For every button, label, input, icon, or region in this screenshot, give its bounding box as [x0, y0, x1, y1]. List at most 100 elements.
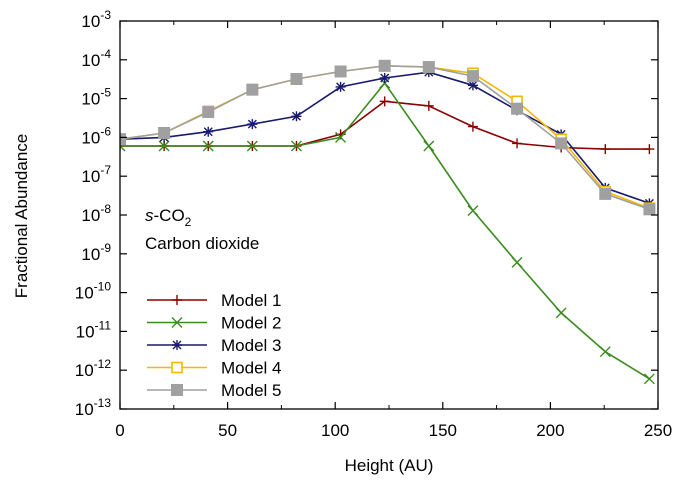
legend-label: Model 1 — [221, 291, 281, 310]
legend-marker — [171, 317, 183, 328]
data-point — [422, 61, 435, 74]
legend-label: Model 4 — [221, 359, 281, 378]
y-tick-base: 10 — [76, 322, 95, 341]
data-point — [158, 126, 171, 139]
legend-item: Model 5 — [147, 381, 281, 400]
x-tick-label: 0 — [115, 421, 124, 440]
y-tick-label: 10-4 — [81, 47, 111, 70]
y-tick-base: 10 — [81, 128, 100, 147]
data-point — [466, 70, 479, 83]
data-point — [203, 126, 214, 137]
series-2 — [120, 77, 655, 385]
legend-item: Model 3 — [147, 336, 281, 355]
series-line — [120, 64, 650, 209]
series-line — [120, 71, 650, 205]
data-point — [644, 144, 655, 155]
ticks-layer: 0 50 100 150 200 25010-310-410-510-610-710-81… — [75, 8, 672, 440]
data-point — [555, 307, 567, 319]
y-tick-base: 10 — [81, 12, 100, 31]
data-point — [335, 81, 346, 92]
species-prefix: s — [145, 206, 154, 225]
y-tick-base: 10 — [75, 284, 94, 303]
data-point — [599, 187, 612, 200]
y-axis-label: Fractional Abundance — [12, 134, 31, 298]
legend-label: Model 2 — [221, 314, 281, 333]
data-point — [158, 140, 170, 152]
legend: Model 1 Model 2 Model 3 Model 4 Model 5 — [147, 291, 281, 400]
series-line — [120, 100, 650, 150]
species-mid: -CO — [154, 206, 185, 225]
y-tick-exponent: -10 — [94, 280, 112, 294]
x-axis-label: Height (AU) — [345, 456, 434, 475]
data-point — [467, 121, 478, 132]
data-point — [379, 96, 390, 107]
species-label: s-CO2 — [145, 206, 192, 229]
x-tick-label: 200 — [536, 421, 564, 440]
y-tick-base: 10 — [81, 245, 100, 264]
y-tick-exponent: -9 — [100, 241, 111, 255]
data-point — [202, 106, 215, 119]
data-point — [599, 346, 611, 358]
y-tick-label: 10-7 — [81, 163, 111, 186]
x-tick-label: 150 — [429, 421, 457, 440]
legend-item: Model 1 — [147, 291, 281, 310]
data-point — [643, 373, 655, 385]
data-point — [511, 102, 524, 115]
legend-marker — [171, 361, 183, 374]
y-tick-base: 10 — [81, 206, 100, 225]
legend-item: Model 2 — [147, 314, 281, 333]
legend-label: Model 3 — [221, 336, 281, 355]
y-tick-label: 10-12 — [75, 357, 112, 380]
legend-marker — [172, 295, 182, 305]
data-point — [120, 133, 126, 146]
y-tick-label: 10-9 — [81, 241, 111, 264]
species-subscript: 2 — [185, 215, 192, 229]
data-point — [423, 100, 434, 111]
y-tick-exponent: -12 — [94, 357, 112, 371]
x-tick-label: 250 — [644, 421, 672, 440]
data-point — [378, 59, 391, 72]
y-tick-label: 10-10 — [75, 280, 112, 303]
data-point — [511, 256, 523, 268]
legend-marker — [172, 340, 182, 350]
y-tick-exponent: -5 — [100, 86, 111, 100]
y-tick-label: 10-8 — [81, 202, 111, 225]
y-tick-base: 10 — [81, 51, 100, 70]
y-tick-label: 10-5 — [81, 86, 111, 109]
data-point — [467, 80, 478, 91]
y-tick-exponent: -4 — [100, 47, 111, 61]
data-point — [555, 137, 568, 150]
y-tick-exponent: -6 — [100, 124, 111, 138]
data-point — [335, 131, 347, 143]
y-tick-base: 10 — [81, 90, 100, 109]
data-point — [423, 140, 435, 152]
data-point — [379, 72, 390, 83]
y-tick-exponent: -13 — [94, 396, 112, 410]
data-point — [334, 65, 347, 78]
y-tick-label: 10-11 — [76, 318, 112, 341]
x-tick-label: 100 — [321, 421, 349, 440]
data-point — [202, 140, 214, 152]
species-name: Carbon dioxide — [145, 234, 259, 253]
y-tick-exponent: -8 — [100, 202, 111, 216]
series-3 — [120, 67, 655, 209]
data-point — [467, 205, 479, 217]
data-point — [290, 73, 303, 86]
data-point — [512, 138, 523, 149]
y-tick-base: 10 — [75, 361, 94, 380]
y-tick-label: 10-6 — [81, 124, 111, 147]
series-layer — [120, 59, 656, 385]
y-tick-base: 10 — [75, 400, 94, 419]
y-tick-exponent: -11 — [95, 318, 112, 332]
data-point — [246, 83, 259, 96]
legend-item: Model 4 — [147, 359, 281, 378]
series-5 — [120, 59, 656, 216]
y-tick-exponent: -3 — [100, 8, 111, 22]
data-point — [643, 203, 656, 216]
y-tick-exponent: -7 — [100, 163, 111, 177]
data-point — [379, 77, 391, 89]
y-tick-label: 10-13 — [75, 396, 112, 419]
x-tick-label: 50 — [218, 421, 237, 440]
y-tick-base: 10 — [81, 167, 100, 186]
